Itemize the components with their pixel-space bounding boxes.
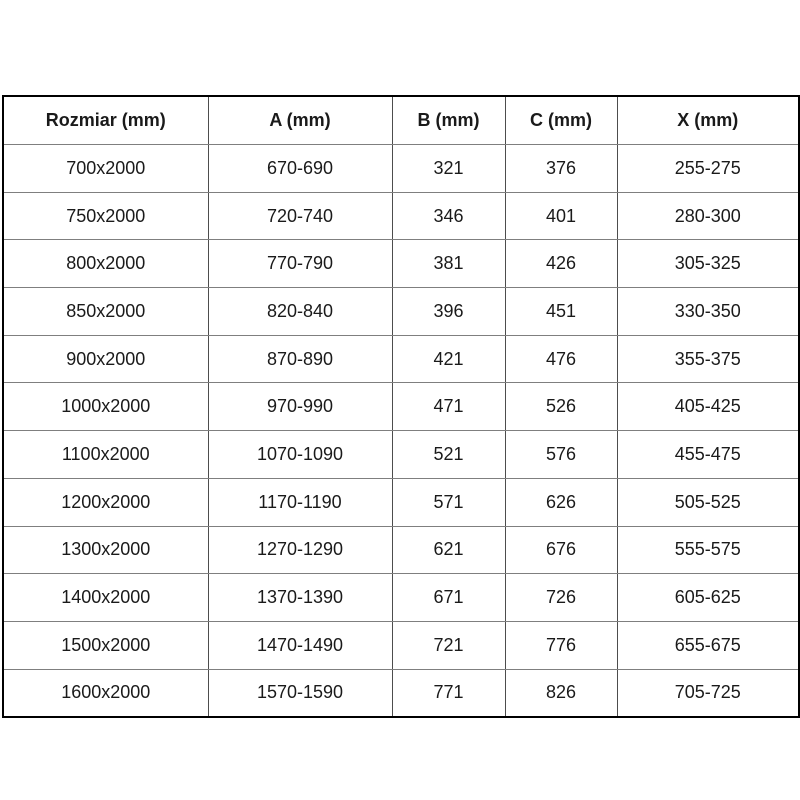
table-cell: 471 (391, 382, 506, 432)
table-cell: 870-890 (207, 334, 393, 384)
table-row: 750x2000 720-740 346 401 280-300 (2, 191, 800, 241)
table-cell: 255-275 (616, 144, 800, 193)
table-cell: 621 (391, 525, 506, 575)
table-cell: 1070-1090 (207, 430, 393, 479)
table-cell: 820-840 (207, 287, 393, 336)
table-cell: 655-675 (616, 620, 800, 670)
table-cell: 676 (504, 525, 618, 575)
table-row: 1100x2000 1070-1090 521 576 455-475 (2, 430, 800, 479)
column-header-x: X (mm) (616, 95, 800, 145)
table-cell: 405-425 (616, 382, 800, 432)
table-cell: 1570-1590 (207, 668, 393, 718)
table-cell: 1200x2000 (2, 477, 209, 527)
table-cell: 571 (391, 477, 506, 527)
table-cell: 1500x2000 (2, 620, 209, 670)
table-cell: 626 (504, 477, 618, 527)
table-cell: 476 (504, 334, 618, 384)
table-cell: 376 (504, 144, 618, 193)
table-cell: 521 (391, 430, 506, 479)
table-row: 1000x2000 970-990 471 526 405-425 (2, 382, 800, 432)
table-cell: 1270-1290 (207, 525, 393, 575)
table-cell: 671 (391, 573, 506, 622)
column-header-rozmiar: Rozmiar (mm) (2, 95, 209, 145)
table-row: 700x2000 670-690 321 376 255-275 (2, 144, 800, 193)
column-header-c: C (mm) (504, 95, 618, 145)
table-cell: 826 (504, 668, 618, 718)
table-cell: 421 (391, 334, 506, 384)
table-cell: 900x2000 (2, 334, 209, 384)
table-cell: 426 (504, 239, 618, 289)
size-table: Rozmiar (mm) A (mm) B (mm) C (mm) X (mm)… (2, 95, 800, 719)
table-cell: 576 (504, 430, 618, 479)
table-cell: 1470-1490 (207, 620, 393, 670)
table-cell: 555-575 (616, 525, 800, 575)
table-cell: 1400x2000 (2, 573, 209, 622)
table-row: 900x2000 870-890 421 476 355-375 (2, 334, 800, 384)
table-cell: 771 (391, 668, 506, 718)
table-row: 1400x2000 1370-1390 671 726 605-625 (2, 573, 800, 622)
table-cell: 800x2000 (2, 239, 209, 289)
table-cell: 700x2000 (2, 144, 209, 193)
table-row: 1200x2000 1170-1190 571 626 505-525 (2, 477, 800, 527)
table-cell: 1000x2000 (2, 382, 209, 432)
table-cell: 451 (504, 287, 618, 336)
table-cell: 455-475 (616, 430, 800, 479)
table-cell: 381 (391, 239, 506, 289)
table-cell: 850x2000 (2, 287, 209, 336)
table-cell: 970-990 (207, 382, 393, 432)
table-cell: 1170-1190 (207, 477, 393, 527)
table-row: 800x2000 770-790 381 426 305-325 (2, 239, 800, 289)
table-cell: 1100x2000 (2, 430, 209, 479)
table-cell: 396 (391, 287, 506, 336)
table-cell: 605-625 (616, 573, 800, 622)
table-cell: 280-300 (616, 191, 800, 241)
table-cell: 726 (504, 573, 618, 622)
table-cell: 321 (391, 144, 506, 193)
table-cell: 1300x2000 (2, 525, 209, 575)
table-row: 850x2000 820-840 396 451 330-350 (2, 287, 800, 336)
table-cell: 1600x2000 (2, 668, 209, 718)
table-cell: 720-740 (207, 191, 393, 241)
table-cell: 505-525 (616, 477, 800, 527)
column-header-a: A (mm) (207, 95, 393, 145)
column-header-b: B (mm) (391, 95, 506, 145)
table-row: 1500x2000 1470-1490 721 776 655-675 (2, 620, 800, 670)
table-row: 1600x2000 1570-1590 771 826 705-725 (2, 668, 800, 718)
table-cell: 346 (391, 191, 506, 241)
table-cell: 750x2000 (2, 191, 209, 241)
table-cell: 305-325 (616, 239, 800, 289)
table-cell: 330-350 (616, 287, 800, 336)
table-cell: 1370-1390 (207, 573, 393, 622)
table-cell: 355-375 (616, 334, 800, 384)
table-cell: 705-725 (616, 668, 800, 718)
size-table-container: Rozmiar (mm) A (mm) B (mm) C (mm) X (mm)… (2, 95, 800, 719)
table-row: 1300x2000 1270-1290 621 676 555-575 (2, 525, 800, 575)
header-row: Rozmiar (mm) A (mm) B (mm) C (mm) X (mm) (2, 95, 800, 145)
table-cell: 721 (391, 620, 506, 670)
table-cell: 526 (504, 382, 618, 432)
table-cell: 670-690 (207, 144, 393, 193)
table-cell: 776 (504, 620, 618, 670)
table-cell: 401 (504, 191, 618, 241)
table-cell: 770-790 (207, 239, 393, 289)
